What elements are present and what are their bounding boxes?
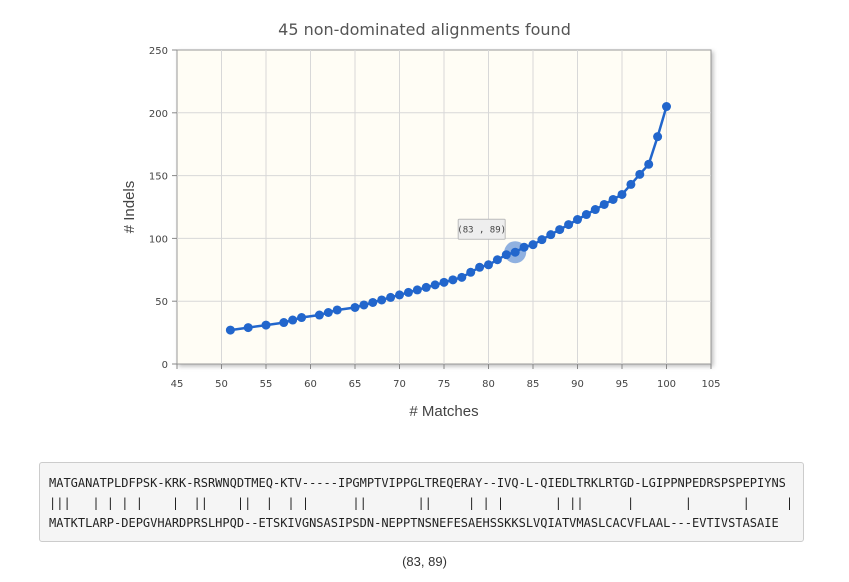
data-point[interactable] (448, 275, 458, 285)
point-tooltip (457, 218, 506, 240)
data-point[interactable] (635, 169, 645, 179)
data-point[interactable] (653, 132, 663, 142)
highlighted-point (504, 241, 527, 264)
data-point[interactable] (457, 272, 467, 282)
data-point[interactable] (439, 277, 449, 287)
x-tick-label: 90 (571, 379, 584, 390)
data-point[interactable] (644, 159, 654, 169)
data-points[interactable] (225, 102, 671, 335)
data-point[interactable] (243, 323, 253, 333)
data-point[interactable] (403, 287, 413, 297)
y-axis-label: # Indels (121, 181, 138, 234)
highlighted-point-group: (83 , 89) (457, 218, 527, 264)
data-point[interactable] (590, 205, 600, 215)
data-point[interactable] (484, 260, 493, 270)
x-axis-ticks: 45 50 55 60 65 70 75 80 85 90 95 100 105 (171, 364, 721, 390)
chart-title: 45 non-dominated alignments found (278, 20, 571, 39)
data-point[interactable] (386, 292, 396, 302)
y-tick-label: 250 (149, 46, 168, 57)
x-tick-label: 45 (171, 379, 184, 390)
data-point[interactable] (430, 280, 440, 290)
data-point[interactable] (617, 189, 627, 199)
alignment-sequence-2: MATKTLARP-DEPGVHARDPRSLHPQD--ETSKIVGNSAS… (49, 516, 779, 530)
data-point[interactable] (537, 235, 547, 245)
data-point[interactable] (314, 310, 324, 320)
x-tick-label: 60 (304, 379, 317, 390)
x-tick-label: 55 (260, 379, 273, 390)
data-point[interactable] (350, 302, 360, 312)
data-point[interactable] (421, 282, 431, 292)
alignment-match-line: ||| | | | | | || || | | | || || | | | | … (49, 496, 794, 510)
data-point[interactable] (573, 215, 582, 225)
data-point[interactable] (368, 297, 378, 307)
x-tick-label: 100 (657, 379, 676, 390)
data-point[interactable] (475, 262, 485, 272)
y-tick-label: 150 (149, 172, 168, 183)
data-point[interactable] (608, 194, 618, 204)
data-point[interactable] (279, 318, 289, 328)
data-point[interactable] (261, 320, 271, 330)
data-point[interactable] (377, 295, 387, 305)
data-point[interactable] (297, 313, 307, 323)
point-tooltip-label: (83 , 89) (457, 226, 506, 236)
data-point[interactable] (412, 285, 422, 295)
x-tick-label: 105 (701, 379, 720, 390)
x-tick-label: 75 (438, 379, 451, 390)
x-axis-label: # Matches (409, 403, 478, 420)
pareto-chart[interactable]: 45 50 55 60 65 70 75 80 85 90 95 100 105 0 50 100 150 20… (0, 0, 849, 440)
data-point[interactable] (546, 230, 556, 240)
y-tick-label: 100 (149, 234, 168, 245)
data-point[interactable] (359, 300, 369, 310)
data-point[interactable] (564, 220, 574, 230)
x-tick-label: 80 (482, 379, 495, 390)
y-tick-label: 0 (162, 360, 168, 371)
x-tick-label: 70 (393, 379, 406, 390)
x-tick-label: 85 (527, 379, 540, 390)
data-point[interactable] (225, 325, 235, 335)
x-tick-label: 50 (215, 379, 228, 390)
x-tick-label: 95 (616, 379, 629, 390)
data-point[interactable] (395, 290, 404, 300)
data-point[interactable] (492, 255, 502, 265)
data-point[interactable] (555, 225, 565, 235)
data-point[interactable] (662, 102, 671, 112)
data-point[interactable] (581, 210, 591, 220)
data-point[interactable] (626, 179, 636, 189)
grid-lines (177, 50, 711, 364)
data-point[interactable] (323, 308, 333, 318)
alignment-sequence-1: MATGANATPLDFPSK-KRK-RSRWNQDTMEQ-KTV-----… (49, 476, 786, 490)
data-point[interactable] (466, 267, 476, 277)
selected-point-label: (83, 89) (402, 554, 447, 569)
data-point[interactable] (332, 305, 342, 315)
data-point[interactable] (599, 199, 609, 209)
y-axis-ticks: 0 50 100 150 200 250 (149, 46, 177, 371)
y-tick-label: 200 (149, 109, 168, 120)
y-tick-label: 50 (155, 297, 168, 308)
x-tick-label: 65 (349, 379, 362, 390)
data-point[interactable] (288, 315, 298, 325)
alignment-panel: MATGANATPLDFPSK-KRK-RSRWNQDTMEQ-KTV-----… (39, 462, 804, 542)
data-point[interactable] (528, 240, 538, 250)
